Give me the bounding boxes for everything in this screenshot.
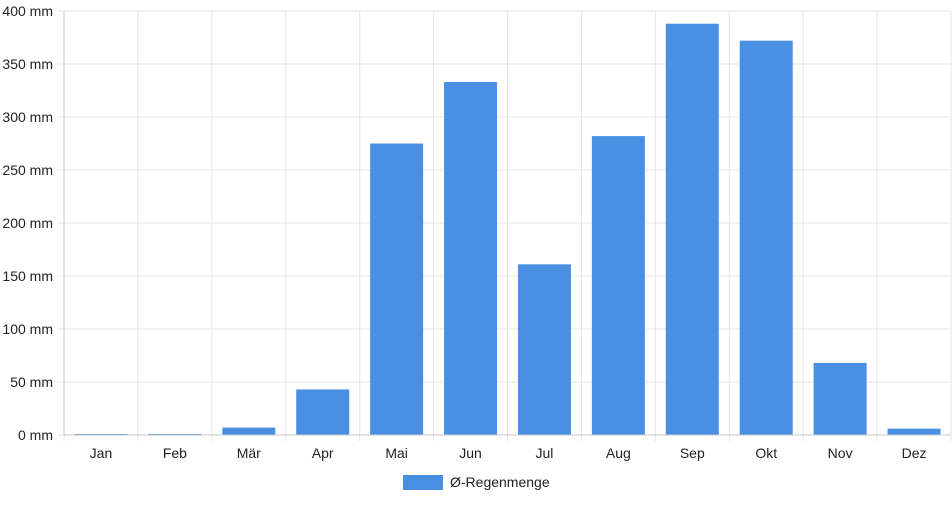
legend-swatch[interactable]	[403, 475, 443, 490]
bar-sep	[665, 23, 719, 435]
y-tick-label: 200 mm	[2, 215, 53, 231]
y-tick-label: 350 mm	[2, 56, 53, 72]
bar-apr	[296, 389, 350, 435]
y-tick-label: 300 mm	[2, 109, 53, 125]
y-tick-label: 100 mm	[2, 321, 53, 337]
x-tick-label: Mai	[385, 445, 408, 461]
y-tick-label: 250 mm	[2, 162, 53, 178]
bar-aug	[591, 136, 645, 435]
bar-jul	[517, 264, 571, 435]
x-tick-label: Okt	[755, 445, 777, 461]
x-tick-label: Apr	[312, 445, 334, 461]
y-tick-label: 50 mm	[10, 374, 53, 390]
bar-dez	[887, 428, 941, 435]
x-tick-label: Jan	[90, 445, 113, 461]
y-tick-label: 400 mm	[2, 3, 53, 19]
x-tick-label: Nov	[828, 445, 853, 461]
bar-okt	[739, 40, 793, 436]
x-tick-label: Dez	[902, 445, 927, 461]
bar-nov	[813, 362, 867, 435]
y-tick-label: 0 mm	[18, 427, 53, 443]
bar-feb	[148, 433, 202, 435]
x-tick-label: Jul	[536, 445, 554, 461]
bar-jun	[444, 82, 498, 436]
grid-lines	[58, 10, 952, 441]
x-tick-label: Feb	[163, 445, 187, 461]
x-tick-label: Jun	[459, 445, 482, 461]
x-tick-label: Sep	[680, 445, 705, 461]
bar-mär	[222, 427, 276, 435]
x-tick-label: Mär	[237, 445, 261, 461]
axes: 0 mm 50 mm 100 mm 150 mm 200 mm 250 mm 300 mm 3…	[2, 3, 951, 461]
legend[interactable]: Ø-Regenmenge	[403, 474, 550, 490]
y-tick-label: 150 mm	[2, 268, 53, 284]
bars	[74, 23, 941, 436]
x-tick-label: Aug	[606, 445, 631, 461]
bar-mai	[370, 143, 424, 435]
legend-label[interactable]: Ø-Regenmenge	[450, 474, 550, 490]
